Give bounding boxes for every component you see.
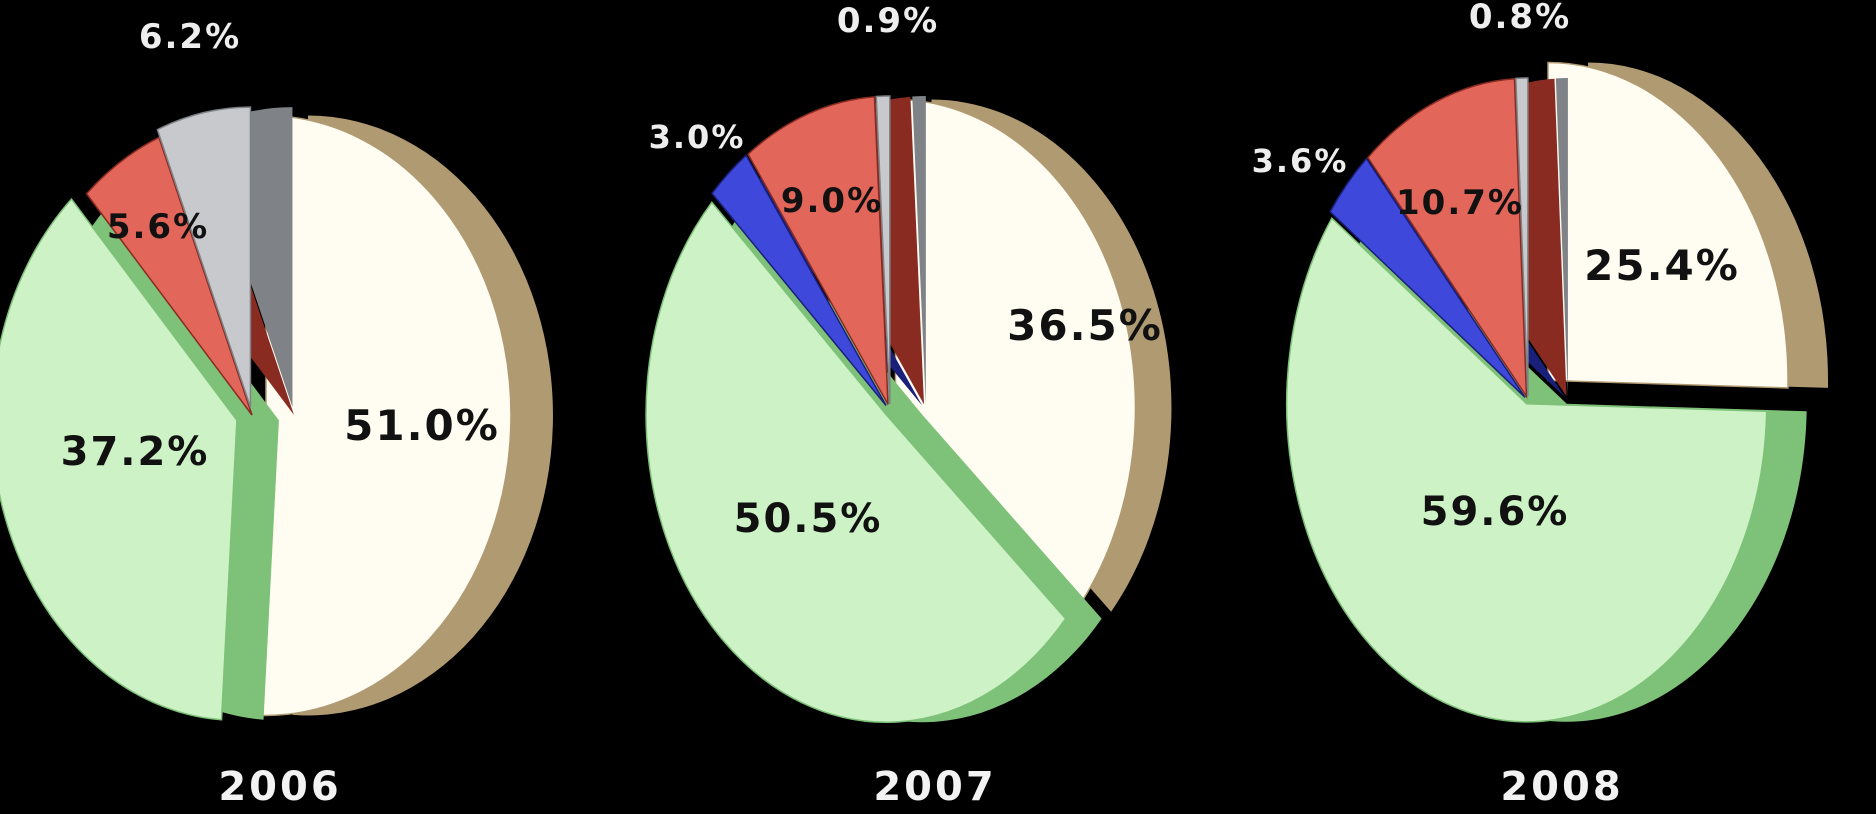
slice-label: 9.0% bbox=[781, 181, 883, 221]
slice-label: 51.0% bbox=[344, 401, 500, 450]
chart-title: 2007 bbox=[873, 764, 996, 810]
pie-slice bbox=[0, 197, 238, 721]
pie-slice bbox=[747, 96, 889, 405]
slice-label: 5.6% bbox=[107, 207, 209, 247]
chart-title: 2006 bbox=[218, 764, 341, 810]
pie-slice-edge bbox=[1555, 78, 1568, 397]
slice-label: 50.5% bbox=[734, 496, 883, 542]
pie-slice bbox=[645, 201, 1067, 724]
chart-title: 2008 bbox=[1500, 764, 1623, 810]
slice-label: 37.2% bbox=[61, 429, 210, 475]
slice-label: 0.8% bbox=[1469, 0, 1571, 37]
pie-slice bbox=[1366, 77, 1528, 399]
pie-slice bbox=[1515, 77, 1529, 397]
pie-slice bbox=[156, 106, 252, 408]
slice-label: 59.6% bbox=[1421, 489, 1570, 535]
slice-label: 3.0% bbox=[649, 118, 746, 156]
pie-chart-2007: 36.5% 50.5% 3.0% 9.0% 0.9% 2007 bbox=[645, 1, 1172, 810]
slice-label: 25.4% bbox=[1584, 241, 1740, 290]
slice-label: 3.6% bbox=[1252, 142, 1349, 180]
pie-slice bbox=[1329, 157, 1526, 398]
slice-label: 10.7% bbox=[1396, 183, 1524, 223]
pie-chart-2006: 51.0% 37.2% 5.6% 6.2% 2006 bbox=[0, 17, 553, 810]
pie-chart-2008: 25.4% 59.6% 3.6% 10.7% 0.8% 2008 bbox=[1252, 0, 1829, 810]
pie-slice bbox=[1547, 61, 1789, 389]
slice-label: 36.5% bbox=[1007, 301, 1163, 350]
slice-label: 6.2% bbox=[139, 17, 241, 57]
pie-slice bbox=[249, 114, 512, 717]
slice-label: 0.9% bbox=[837, 1, 939, 41]
pie-slice bbox=[875, 95, 891, 405]
pie-slice bbox=[894, 98, 1137, 613]
pie-slice bbox=[711, 154, 887, 406]
pie-slice bbox=[1286, 217, 1768, 723]
pie-slice bbox=[85, 136, 253, 416]
pie-slice-edge bbox=[912, 96, 926, 405]
